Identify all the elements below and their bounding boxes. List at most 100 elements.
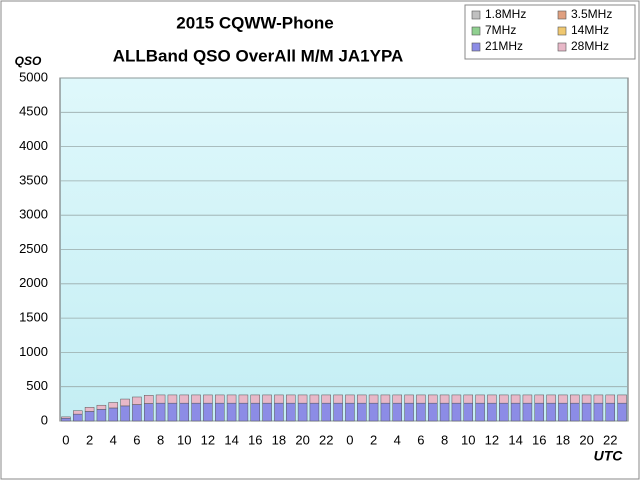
bar-segment (368, 394, 379, 404)
bar-segment (380, 402, 391, 422)
legend-label: 1.8MHz (485, 7, 526, 21)
x-tick-label: 12 (201, 432, 215, 447)
bar-segment (84, 411, 95, 422)
bar-segment (286, 394, 296, 404)
bar-segment (617, 394, 627, 404)
legend-label: 14MHz (571, 23, 609, 37)
bar-segment (132, 396, 142, 405)
x-tick-label: 6 (133, 432, 140, 447)
bar-segment (617, 402, 627, 422)
bar-segment (499, 394, 509, 404)
bar-segment (238, 394, 249, 404)
y-tick-label: 2500 (19, 241, 48, 256)
bar-segment (238, 402, 249, 422)
y-tick-label: 500 (26, 378, 48, 393)
bar-segment (357, 402, 367, 422)
bar-segment (428, 394, 438, 404)
bar-segment (132, 404, 142, 422)
x-axis-label: UTC (594, 448, 624, 464)
x-tick-label: 20 (295, 432, 309, 447)
bar-segment (274, 402, 284, 422)
bar-segment (226, 402, 237, 422)
bar-segment (108, 402, 118, 409)
bar-segment (570, 394, 580, 404)
x-tick-label: 10 (461, 432, 475, 447)
x-tick-label: 12 (485, 432, 499, 447)
bar-segment (179, 394, 189, 404)
bar-segment (534, 402, 544, 422)
legend-swatch (471, 10, 481, 20)
bar-segment (439, 394, 450, 404)
bar-segment (155, 402, 166, 422)
bar-segment (499, 402, 509, 422)
x-tick-label: 2 (370, 432, 377, 447)
y-tick-label: 5000 (19, 69, 48, 84)
bar-segment (167, 394, 178, 404)
bar-segment (309, 402, 320, 422)
bar-segment (487, 402, 497, 422)
bar-segment (250, 402, 260, 422)
bar-segment (120, 398, 130, 407)
x-tick-label: 2 (86, 432, 93, 447)
bar-segment (203, 402, 213, 422)
bar-segment (155, 394, 166, 404)
legend-swatch (557, 42, 567, 52)
bar-segment (522, 402, 533, 422)
bar-segment (250, 394, 260, 404)
bar-segment (274, 394, 284, 404)
bar-segment (404, 402, 414, 422)
bar-segment (61, 416, 71, 419)
y-tick-label: 3000 (19, 207, 48, 222)
bar-segment (144, 395, 154, 404)
bar-segment (510, 394, 521, 404)
bar-segment (439, 402, 450, 422)
bar-segment (546, 402, 556, 422)
bar-segment (581, 394, 592, 404)
bar-segment (463, 394, 473, 404)
bar-segment (534, 394, 544, 404)
bar-segment (428, 402, 438, 422)
x-tick-label: 6 (417, 432, 424, 447)
x-tick-label: 16 (248, 432, 262, 447)
bar-segment (215, 394, 225, 404)
x-tick-label: 22 (603, 432, 617, 447)
legend (464, 4, 636, 60)
x-tick-label: 0 (62, 432, 69, 447)
bar-segment (108, 407, 118, 422)
bar-segment (96, 409, 107, 422)
legend-swatch (471, 26, 481, 36)
legend-label: 28MHz (571, 39, 609, 53)
x-tick-label: 16 (532, 432, 546, 447)
bar-segment (605, 394, 615, 404)
x-tick-label: 22 (319, 432, 333, 447)
x-tick-label: 0 (346, 432, 353, 447)
bar-segment (61, 418, 71, 422)
bar-segment (451, 394, 462, 404)
bar-segment (345, 402, 355, 422)
x-tick-label: 8 (157, 432, 164, 447)
bar-segment (144, 403, 154, 422)
y-tick-label: 4500 (19, 104, 48, 119)
legend-label: 7MHz (485, 23, 516, 37)
chart-subtitle: ALLBand QSO OverAll M/M JA1YPA (113, 46, 404, 65)
legend-swatch (557, 26, 567, 36)
bar-segment (558, 394, 568, 404)
chart-title: 2015 CQWW-Phone (176, 13, 333, 32)
bar-segment (404, 394, 414, 404)
bar-segment (380, 394, 391, 404)
y-tick-label: 1500 (19, 310, 48, 325)
x-tick-label: 20 (579, 432, 593, 447)
bar-segment (392, 394, 402, 404)
x-tick-label: 18 (272, 432, 286, 447)
y-axis-label: QSO (15, 54, 42, 68)
bar-segment (226, 394, 237, 404)
bar-segment (73, 410, 83, 415)
bar-segment (286, 402, 296, 422)
bar-segment (309, 394, 320, 404)
x-tick-label: 14 (508, 432, 522, 447)
legend-label: 21MHz (485, 39, 523, 53)
x-tick-label: 4 (110, 432, 117, 447)
bar-segment (167, 402, 178, 422)
bar-segment (120, 405, 130, 422)
